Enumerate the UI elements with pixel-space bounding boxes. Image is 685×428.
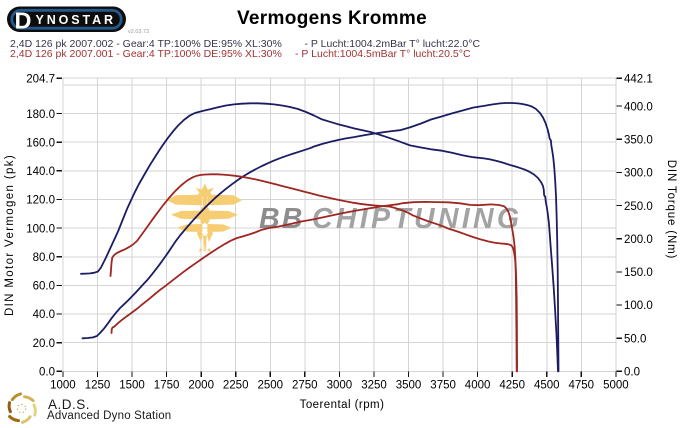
svg-text:5000: 5000 xyxy=(603,380,629,392)
svg-text:200.0: 200.0 xyxy=(624,234,653,246)
svg-text:3250: 3250 xyxy=(361,380,387,392)
svg-text:1750: 1750 xyxy=(154,380,180,392)
svg-text:DIN Motor Vermogen (pk): DIN Motor Vermogen (pk) xyxy=(4,154,16,316)
svg-text:50.0: 50.0 xyxy=(624,333,646,345)
svg-text:80.0: 80.0 xyxy=(33,252,55,264)
svg-text:3000: 3000 xyxy=(327,380,353,392)
svg-text:250.0: 250.0 xyxy=(624,201,653,213)
svg-text:120.0: 120.0 xyxy=(26,195,55,207)
svg-text:442.1: 442.1 xyxy=(624,73,653,85)
svg-text:2,4D 126 pk 2007.002 - Gear:4: 2,4D 126 pk 2007.002 - Gear:4 TP:100% DE… xyxy=(10,38,282,50)
svg-text:1250: 1250 xyxy=(85,380,111,392)
svg-text:v2.03.73: v2.03.73 xyxy=(128,29,149,35)
svg-text:400.0: 400.0 xyxy=(624,101,653,113)
svg-text:204.7: 204.7 xyxy=(26,73,55,85)
svg-text:4000: 4000 xyxy=(465,380,491,392)
svg-text:Advanced Dyno Station: Advanced Dyno Station xyxy=(47,410,171,422)
svg-text:- P Lucht:1004.2mBar T° lucht:: - P Lucht:1004.2mBar T° lucht:22.0°C xyxy=(305,38,481,50)
svg-text:2750: 2750 xyxy=(292,380,318,392)
svg-text:0.0: 0.0 xyxy=(624,367,640,379)
svg-text:3500: 3500 xyxy=(396,380,422,392)
svg-text:0.0: 0.0 xyxy=(39,367,55,379)
svg-text:1500: 1500 xyxy=(119,380,145,392)
svg-text:100.0: 100.0 xyxy=(624,300,653,312)
svg-text:Toerental (rpm): Toerental (rpm) xyxy=(300,399,385,411)
svg-text:100.0: 100.0 xyxy=(26,223,55,235)
svg-text:20.0: 20.0 xyxy=(33,338,55,350)
svg-text:2250: 2250 xyxy=(223,380,249,392)
svg-text:CHIPTUNING: CHIPTUNING xyxy=(312,203,522,235)
svg-text:2500: 2500 xyxy=(258,380,284,392)
svg-text:4500: 4500 xyxy=(534,380,560,392)
svg-text:D: D xyxy=(15,8,32,34)
svg-text:350.0: 350.0 xyxy=(624,135,653,147)
svg-text:- P Lucht:1004.5mBar T° lucht:: - P Lucht:1004.5mBar T° lucht:20.5°C xyxy=(295,48,471,60)
svg-text:180.0: 180.0 xyxy=(26,109,55,121)
svg-text:160.0: 160.0 xyxy=(26,137,55,149)
svg-text:60.0: 60.0 xyxy=(33,281,55,293)
svg-text:4750: 4750 xyxy=(569,380,595,392)
svg-text:1000: 1000 xyxy=(50,380,76,392)
svg-text:2,4D 126 pk 2007.001 - Gear:4: 2,4D 126 pk 2007.001 - Gear:4 TP:100% DE… xyxy=(10,48,282,60)
svg-text:BB: BB xyxy=(259,203,305,235)
svg-text:300.0: 300.0 xyxy=(624,168,653,180)
svg-text:2000: 2000 xyxy=(188,380,214,392)
svg-text:3750: 3750 xyxy=(430,380,456,392)
svg-text:4250: 4250 xyxy=(499,380,525,392)
svg-text:Vermogens Kromme: Vermogens Kromme xyxy=(237,8,427,29)
svg-text:150.0: 150.0 xyxy=(624,267,653,279)
svg-text:DIN Torque (Nm): DIN Torque (Nm) xyxy=(665,160,677,259)
svg-text:140.0: 140.0 xyxy=(26,166,55,178)
svg-text:40.0: 40.0 xyxy=(33,309,55,321)
svg-text:A.D.S.: A.D.S. xyxy=(48,397,90,412)
svg-text:YNOSTAR: YNOSTAR xyxy=(36,13,117,27)
